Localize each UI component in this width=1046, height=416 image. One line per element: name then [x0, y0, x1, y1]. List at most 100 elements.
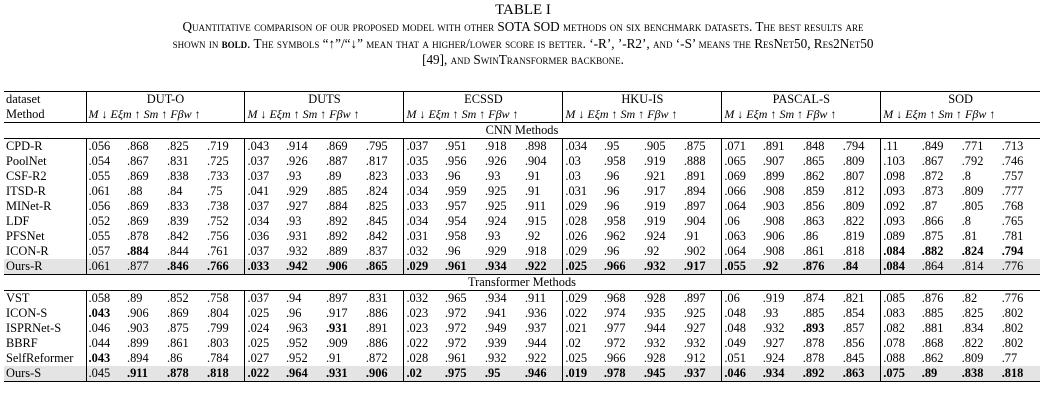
metric-cell: .919 [642, 154, 682, 169]
metric-cell: .965 [443, 291, 483, 307]
metric-cell: .959 [443, 184, 483, 199]
metric-cell: .882 [920, 244, 960, 259]
metric-cell: .869 [324, 139, 364, 155]
metric-value: .903 [762, 199, 785, 213]
metric-cell: .944 [642, 321, 682, 336]
metric-cell: .922 [522, 259, 563, 275]
metric-value: .023 [406, 306, 429, 320]
metric-value: .934 [762, 366, 785, 380]
metric-cell: .794 [841, 139, 881, 155]
metric-value: .026 [565, 229, 588, 243]
metric-cell: .928 [642, 351, 682, 366]
metric-value: .046 [724, 366, 746, 380]
metric-cell: .033 [244, 259, 284, 275]
metric-cell: .919 [761, 291, 801, 307]
metric-cell: .861 [801, 244, 841, 259]
metric-value: .768 [1001, 199, 1024, 213]
metric-value: .839 [166, 214, 189, 228]
metric-value: .75 [206, 184, 223, 198]
metric-value: .809 [961, 184, 984, 198]
metric-cell: .87 [920, 199, 960, 214]
metric-cell: .026 [562, 229, 602, 244]
metric-value: .919 [643, 214, 666, 228]
metric-value: .803 [206, 336, 229, 350]
metric-value: .861 [166, 336, 189, 350]
metric-value: .926 [484, 154, 507, 168]
metrics-label: M ↓ Eξm ↑ Sm ↑ Fβw ↑ [85, 107, 245, 123]
metric-cell: .733 [205, 169, 245, 184]
metric-cell: .055 [721, 259, 761, 275]
metric-value: .802 [1001, 306, 1024, 320]
metric-cell: .899 [125, 336, 165, 351]
metric-cell: .825 [960, 306, 1000, 321]
metric-value: .906 [762, 229, 785, 243]
metric-cell: .892 [800, 366, 841, 382]
metric-value: .795 [365, 139, 388, 153]
metric-value: .919 [643, 154, 666, 168]
metric-value: .931 [285, 229, 308, 243]
table-row-ours: Ours-R .061 .877 .846 .766 .033 .942 .906 .865 .0… [4, 259, 1040, 275]
method-name: LDF [6, 214, 30, 228]
metric-cell: .966 [601, 259, 642, 275]
metric-cell: .037 [244, 169, 284, 184]
metric-value: .055 [88, 169, 111, 183]
metric-cell: .954 [443, 214, 483, 229]
metric-value: .96 [603, 244, 620, 258]
metric-cell: .911 [125, 366, 165, 382]
table-row: VST .058 .89 .852 .758 .037 .94 .897 .831 .032 .96… [4, 290, 1040, 307]
metric-value: .884 [325, 199, 348, 213]
metric-cell: .932 [641, 259, 682, 275]
metric-cell: .752 [205, 214, 245, 229]
metric-cell: .792 [960, 154, 1000, 169]
metric-cell: .089 [880, 229, 920, 244]
metric-cell: .845 [364, 214, 404, 229]
metric-cell: .884 [324, 199, 364, 214]
metric-value: .837 [365, 244, 388, 258]
metric-value: .022 [406, 336, 429, 350]
metric-value: .825 [166, 139, 189, 153]
metric-cell: .852 [165, 291, 205, 307]
metric-cell: .803 [205, 336, 245, 351]
metric-value: .77 [1001, 351, 1018, 365]
metric-cell: .946 [522, 366, 563, 382]
metric-value: .964 [285, 366, 308, 380]
metric-value: .093 [883, 184, 905, 198]
metric-cell: .974 [602, 306, 642, 321]
metric-value: .034 [565, 139, 588, 153]
metric-value: .905 [643, 139, 666, 153]
group-name: Transformer Methods [4, 274, 1040, 291]
metric-cell: .956 [443, 154, 483, 169]
metric-value: .842 [166, 229, 189, 243]
metric-value: .868 [921, 336, 944, 350]
metric-value: .085 [883, 291, 905, 305]
metric-cell: .765 [1000, 214, 1040, 229]
metric-cell: .868 [125, 139, 165, 155]
metric-cell: .86 [801, 229, 841, 244]
metric-value: .825 [961, 306, 984, 320]
group-header-row: Transformer Methods [4, 274, 1040, 291]
metric-value: .825 [365, 199, 388, 213]
metric-cell: .972 [443, 321, 483, 336]
metric-value: .906 [325, 259, 348, 273]
metric-value: .071 [724, 139, 746, 153]
metric-cell: .82 [960, 291, 1000, 307]
metric-cell: .924 [483, 214, 523, 229]
metric-value: .881 [921, 321, 944, 335]
method-name: ICON-S [6, 306, 48, 320]
metric-value: .894 [683, 184, 706, 198]
metric-value: .91 [524, 169, 541, 183]
metric-value: .03 [565, 169, 581, 183]
metric-value: .805 [961, 199, 984, 213]
table-row: ITSD-R .061 .88 .84 .75 .041 .929 .885 .824 .034.… [4, 184, 1040, 199]
metric-cell: .781 [1000, 229, 1040, 244]
metric-value: .93 [484, 229, 501, 243]
metric-value: .088 [883, 351, 905, 365]
metric-value: .892 [802, 366, 825, 380]
metric-value: .033 [406, 199, 429, 213]
metric-value: .961 [444, 351, 467, 365]
metric-cell: .032 [403, 290, 443, 306]
metric-cell: .878 [801, 351, 841, 366]
metric-value: .838 [961, 366, 984, 380]
metric-value: .87 [921, 199, 938, 213]
metric-value: .907 [762, 154, 785, 168]
